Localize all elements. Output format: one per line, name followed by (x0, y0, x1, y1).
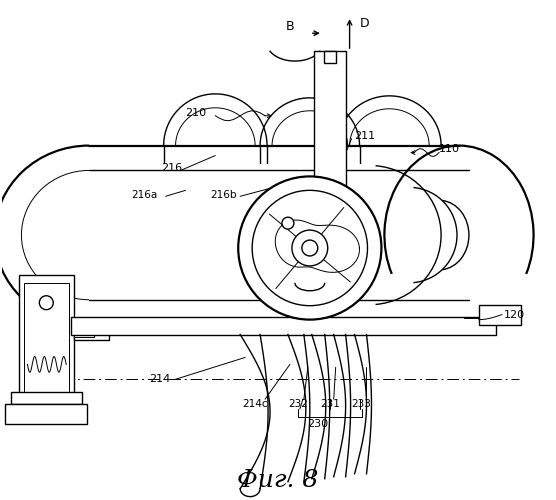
Bar (4, 404, 87, 424)
Bar (74, 320, 109, 340)
Text: Фиг. 8: Фиг. 8 (237, 469, 319, 492)
Text: 210: 210 (186, 108, 207, 118)
Bar (74, 322, 94, 336)
Text: 231: 231 (320, 399, 340, 409)
Text: B: B (286, 20, 294, 33)
Text: 120: 120 (504, 310, 525, 320)
Circle shape (302, 240, 318, 256)
Bar (479, 304, 520, 324)
Circle shape (238, 176, 381, 320)
Text: 214: 214 (148, 374, 170, 384)
Circle shape (282, 217, 294, 229)
Bar (19, 275, 74, 404)
Text: 233: 233 (351, 399, 371, 409)
Bar (12, 392, 82, 404)
Text: 110: 110 (439, 144, 460, 154)
Circle shape (292, 230, 327, 266)
Text: 216a: 216a (131, 190, 157, 200)
Text: 230: 230 (307, 419, 329, 429)
Bar (314, 51, 346, 220)
Bar (24, 283, 69, 396)
Text: D: D (360, 17, 369, 30)
Bar (324, 51, 336, 63)
Text: 214c: 214c (242, 399, 268, 409)
Bar (71, 316, 496, 334)
Circle shape (39, 296, 53, 310)
Circle shape (252, 190, 368, 306)
Text: 211: 211 (355, 130, 376, 140)
Text: 216b: 216b (210, 190, 237, 200)
Text: 216: 216 (161, 164, 182, 173)
Text: 232: 232 (288, 399, 308, 409)
